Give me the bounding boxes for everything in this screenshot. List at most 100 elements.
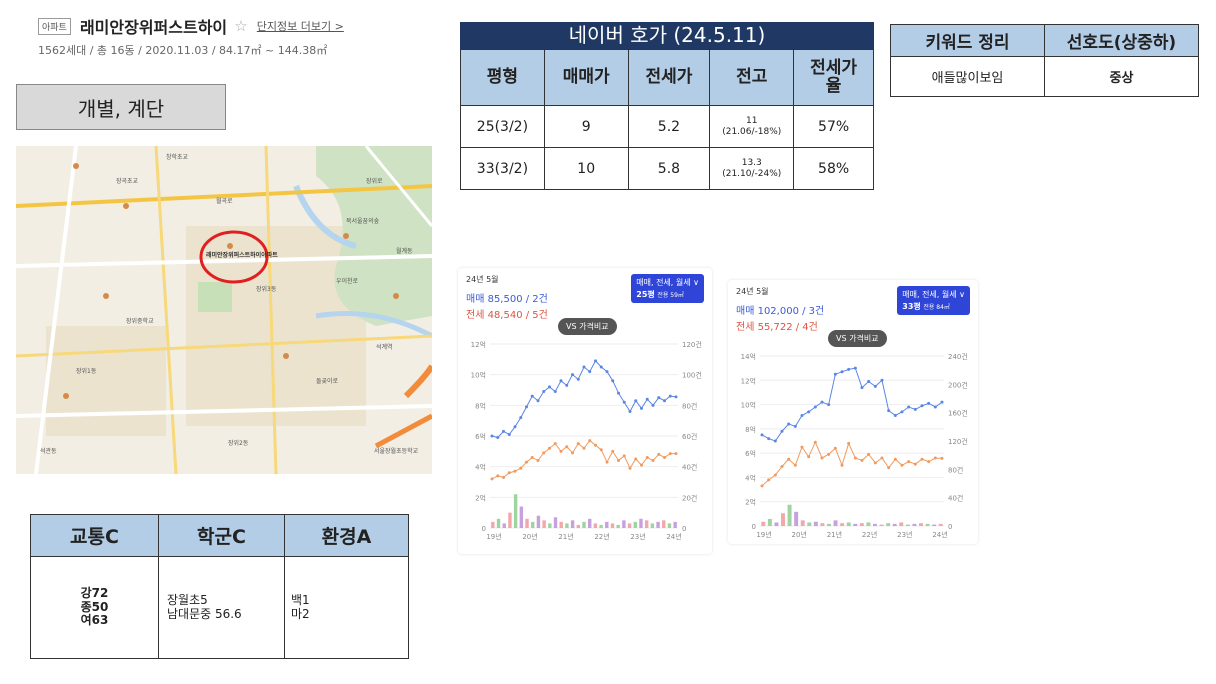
sale-price-point [519,416,523,420]
y-right-tick-label: 160건 [948,409,968,418]
sale-price-point [490,434,494,438]
column-header: 전세가 [627,49,711,106]
volume-bar [673,521,677,528]
sale-price-point [628,409,632,413]
sale-price-point [867,380,871,383]
compare-price-button[interactable]: VS 가격비교 [828,330,887,347]
rent-price-point [880,456,884,460]
complex-info-more-link[interactable]: 단지정보 더보기 > [256,20,344,33]
environment-cell: 백1 마2 [284,556,409,659]
rent-price-point [519,466,523,470]
volume-bar [833,520,838,526]
trade-type-label: 매매, 전세, 월세 ∨ [902,290,965,299]
rent-price-point [530,455,534,459]
volume-bar [559,521,563,528]
high-price-note: (21.10/-24%) [722,168,782,179]
rent-price-point [502,475,505,479]
y-left-tick-label: 0 [482,525,486,533]
volume-bar [853,523,858,526]
y-right-tick-label: 200건 [948,380,968,389]
volume-bar [859,523,864,526]
price-chart-25[interactable]: 24년 5월 매매 85,500 / 2건 전세 48,540 / 5건 매매,… [458,268,712,554]
map-label: 장위3동 [256,286,277,293]
sale-price-point [893,414,897,417]
sale-price-point [496,436,500,440]
volume-bar [800,520,805,526]
sale-price-point [668,394,672,398]
y-left-tick-label: 6억 [475,433,486,441]
sale-price-point [657,396,661,400]
x-tick-label: 19년 [486,532,501,541]
location-map[interactable]: 래미안장위퍼스트하이아파트 창학초교 장위로 돌곶이로 장위1동 장위3동 장위… [16,146,432,474]
volume-bar [553,517,558,528]
favorite-star-icon[interactable]: ☆ [234,17,248,35]
volume-bar [513,494,518,528]
volume-bar [536,515,541,528]
rent-price-point [605,460,609,464]
sale-price-point [502,429,505,433]
map-label: 우이천로 [336,278,359,285]
rent-price-point [599,448,603,452]
volume-bar [502,523,506,528]
column-header: 평형 [460,49,545,106]
sale-price-point [582,365,586,369]
x-tick-label: 22년 [862,530,877,539]
volume-bar [605,521,609,528]
rent-price-point [940,456,944,460]
column-header: 교통C [30,514,159,557]
sale-price-point [507,432,511,436]
rent-price-point [773,473,777,477]
y-right-tick-label: 0 [682,525,686,533]
rent-price-point [645,455,649,459]
volume-bar [610,523,615,528]
sale-price-point [913,407,917,411]
transport-details: 강72 종50 여63 [80,585,109,628]
size-cell: 33(3/2) [460,147,545,190]
y-right-tick-label: 0 [948,523,952,531]
sale-price-point [525,405,528,409]
rent-price-point [576,442,580,446]
rent-price-point [588,439,592,443]
rent-price-point [913,462,917,466]
map-label: 돌곶이로 [316,378,339,385]
rent-price-point [611,449,615,453]
heating-type-box: 개별, 계단 [16,84,226,130]
volume-bar [662,520,666,528]
rent-price-point [907,460,911,464]
y-left-tick-label: 2억 [475,494,486,502]
school-details: 장월초5 남대문중 56.6 [167,592,242,621]
volume-bar [616,524,620,528]
sale-price-point [645,397,649,401]
y-right-tick-label: 60건 [682,432,697,441]
volume-bar [761,521,766,526]
rent-price-point [663,455,666,459]
price-chart-33[interactable]: 24년 5월 매매 102,000 / 3건 전세 55,722 / 4건 매매… [728,280,978,544]
sale-price-point [588,370,592,374]
sale-price-point [833,372,837,376]
rent-price-point [893,457,897,461]
sale-price-point [927,401,931,405]
volume-bar [639,518,643,528]
sale-price-point [651,403,655,407]
y-left-tick-label: 14억 [741,353,756,361]
column-header: 환경A [284,514,409,557]
map-label: 장곡초교 [116,178,139,185]
map-label: 장위로 [366,178,383,185]
volume-bar [599,524,603,528]
sale-price-point [674,395,678,399]
high-price-cell: 11 (21.06/-18%) [709,105,795,148]
size-cell: 25(3/2) [460,105,545,148]
sale-price-point [530,394,534,398]
rent-price-point [853,456,857,460]
table-header-row: 키워드 정리 선호도(상중하) [890,24,1199,57]
volume-bar [925,523,930,526]
property-type-tag: 아파트 [38,17,71,35]
rent-price-point [760,484,764,488]
sale-price-point [787,422,791,426]
x-tick-label: 23년 [630,532,645,541]
compare-price-button[interactable]: VS 가격비교 [558,318,617,335]
trade-type-dropdown[interactable]: 매매, 전세, 월세 ∨ 25평 전용 59㎡ [631,274,704,304]
trade-type-dropdown[interactable]: 매매, 전세, 월세 ∨ 33평 전용 84㎡ [897,286,970,316]
volume-bar [879,524,884,526]
sale-price-point [760,433,764,437]
